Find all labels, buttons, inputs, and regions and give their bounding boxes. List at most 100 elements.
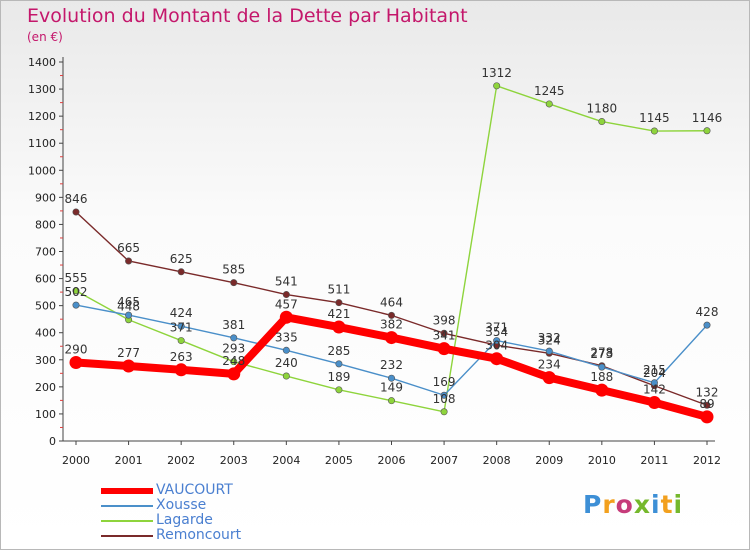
data-label-remoncourt: 204 bbox=[643, 366, 666, 380]
data-label-lagarde: 448 bbox=[117, 300, 140, 314]
data-label-xousse: 424 bbox=[170, 306, 193, 320]
data-label-vaucourt: 188 bbox=[590, 370, 613, 384]
data-label-xousse: 371 bbox=[485, 321, 508, 335]
legend-label-xousse: Xousse bbox=[156, 497, 207, 513]
data-label-lagarde: 293 bbox=[222, 342, 245, 356]
x-tick-label: 2007 bbox=[430, 454, 458, 467]
data-point-vaucourt bbox=[700, 410, 714, 424]
data-label-remoncourt: 278 bbox=[590, 346, 613, 360]
data-point-vaucourt bbox=[332, 320, 346, 334]
proxiti-logo: Proxiti bbox=[583, 490, 683, 519]
data-label-remoncourt: 846 bbox=[65, 192, 88, 206]
axes: 0 100 200 300 400 500 600 700 800 900 1000 1100 1200… bbox=[28, 56, 721, 467]
data-point-xousse bbox=[440, 391, 448, 399]
legend-label-lagarde: Lagarde bbox=[156, 512, 213, 528]
x-tick-label: 2011 bbox=[640, 454, 668, 467]
data-label-remoncourt: 665 bbox=[117, 241, 140, 255]
data-point-lagarde bbox=[282, 372, 290, 380]
data-point-remoncourt bbox=[177, 268, 185, 276]
data-point-vaucourt bbox=[385, 331, 398, 345]
data-label-lagarde: 1146 bbox=[692, 111, 723, 125]
y-tick-label: 900 bbox=[35, 191, 56, 204]
data-point-lagarde bbox=[177, 337, 185, 345]
data-point-xousse bbox=[230, 334, 238, 342]
legend-swatch-vaucourt bbox=[101, 488, 153, 494]
data-point-xousse bbox=[650, 379, 658, 387]
data-point-remoncourt bbox=[72, 208, 80, 216]
data-point-vaucourt bbox=[437, 342, 451, 356]
data-point-xousse bbox=[125, 311, 133, 319]
data-label-remoncourt: 511 bbox=[327, 283, 350, 297]
data-label-vaucourt: 234 bbox=[538, 358, 561, 372]
data-label-xousse: 285 bbox=[327, 344, 350, 358]
data-label-lagarde: 108 bbox=[433, 392, 456, 406]
legend-swatch-xousse bbox=[101, 505, 153, 507]
data-label-lagarde: 1312 bbox=[481, 66, 512, 80]
data-label-xousse: 465 bbox=[117, 295, 140, 309]
x-tick-label: 2002 bbox=[167, 454, 195, 467]
legend-label-vaucourt: VAUCOURT bbox=[156, 482, 233, 498]
data-label-lagarde: 240 bbox=[275, 356, 298, 370]
data-point-remoncourt bbox=[282, 291, 290, 299]
y-tick-label: 100 bbox=[35, 408, 56, 421]
data-point-lagarde bbox=[335, 386, 343, 394]
y-tick-label: 700 bbox=[35, 246, 56, 259]
logo-letter: t bbox=[660, 490, 674, 519]
data-point-vaucourt bbox=[122, 359, 136, 373]
data-label-vaucourt: 457 bbox=[275, 297, 298, 311]
legend-swatch-lagarde bbox=[101, 520, 153, 522]
chart-title: Evolution du Montant de la Dette par Hab… bbox=[27, 5, 468, 27]
data-label-xousse: 215 bbox=[643, 363, 666, 377]
logo-letter: r bbox=[602, 490, 616, 519]
data-label-lagarde: 1245 bbox=[534, 84, 565, 98]
data-point-remoncourt bbox=[703, 401, 711, 409]
data-point-remoncourt bbox=[335, 299, 343, 307]
data-labels: 290 277 263 248 457 421 382 341 304 234 188 142 89 50… bbox=[65, 66, 723, 411]
data-label-remoncourt: 541 bbox=[275, 275, 298, 289]
data-label-remoncourt: 354 bbox=[485, 325, 508, 339]
data-label-lagarde: 371 bbox=[170, 321, 193, 335]
data-label-lagarde: 189 bbox=[327, 370, 350, 384]
series-lines bbox=[69, 82, 714, 424]
data-label-vaucourt: 304 bbox=[485, 339, 508, 353]
data-point-xousse bbox=[545, 347, 553, 355]
data-label-xousse: 332 bbox=[538, 331, 561, 345]
y-tick-label: 1000 bbox=[28, 164, 56, 177]
x-tick-label: 2010 bbox=[588, 454, 616, 467]
data-label-vaucourt: 421 bbox=[327, 307, 350, 321]
data-point-xousse bbox=[387, 374, 395, 382]
y-tick-label: 800 bbox=[35, 218, 56, 231]
data-point-vaucourt bbox=[542, 371, 556, 385]
x-tick-label: 2008 bbox=[483, 454, 511, 467]
data-point-lagarde bbox=[650, 127, 658, 135]
data-label-remoncourt: 625 bbox=[170, 252, 193, 266]
data-point-xousse bbox=[703, 321, 711, 329]
data-point-lagarde bbox=[72, 287, 80, 295]
data-label-xousse: 169 bbox=[433, 375, 456, 389]
legend-swatch-remoncourt bbox=[101, 535, 153, 537]
data-label-lagarde: 149 bbox=[380, 381, 403, 395]
data-label-xousse: 381 bbox=[222, 318, 245, 332]
data-label-vaucourt: 290 bbox=[65, 342, 88, 356]
x-tick-label: 2000 bbox=[62, 454, 90, 467]
data-label-remoncourt: 324 bbox=[538, 333, 561, 347]
data-label-remoncourt: 132 bbox=[696, 385, 719, 399]
data-point-vaucourt bbox=[69, 355, 83, 369]
data-point-lagarde bbox=[545, 100, 553, 108]
data-point-remoncourt bbox=[387, 311, 395, 319]
y-tick-label: 1300 bbox=[28, 83, 56, 96]
y-tick-label: 0 bbox=[49, 435, 56, 448]
data-label-vaucourt: 89 bbox=[699, 397, 714, 411]
x-tick-label: 2009 bbox=[535, 454, 563, 467]
data-point-xousse bbox=[335, 360, 343, 368]
data-label-remoncourt: 398 bbox=[433, 313, 456, 327]
data-label-vaucourt: 263 bbox=[170, 350, 193, 364]
data-point-remoncourt bbox=[230, 279, 238, 287]
data-point-vaucourt bbox=[490, 352, 504, 366]
y-tick-label: 500 bbox=[35, 300, 56, 313]
data-label-xousse: 428 bbox=[696, 305, 719, 319]
y-tick-label: 600 bbox=[35, 273, 56, 286]
data-point-xousse bbox=[177, 322, 185, 330]
data-point-lagarde bbox=[493, 82, 501, 90]
